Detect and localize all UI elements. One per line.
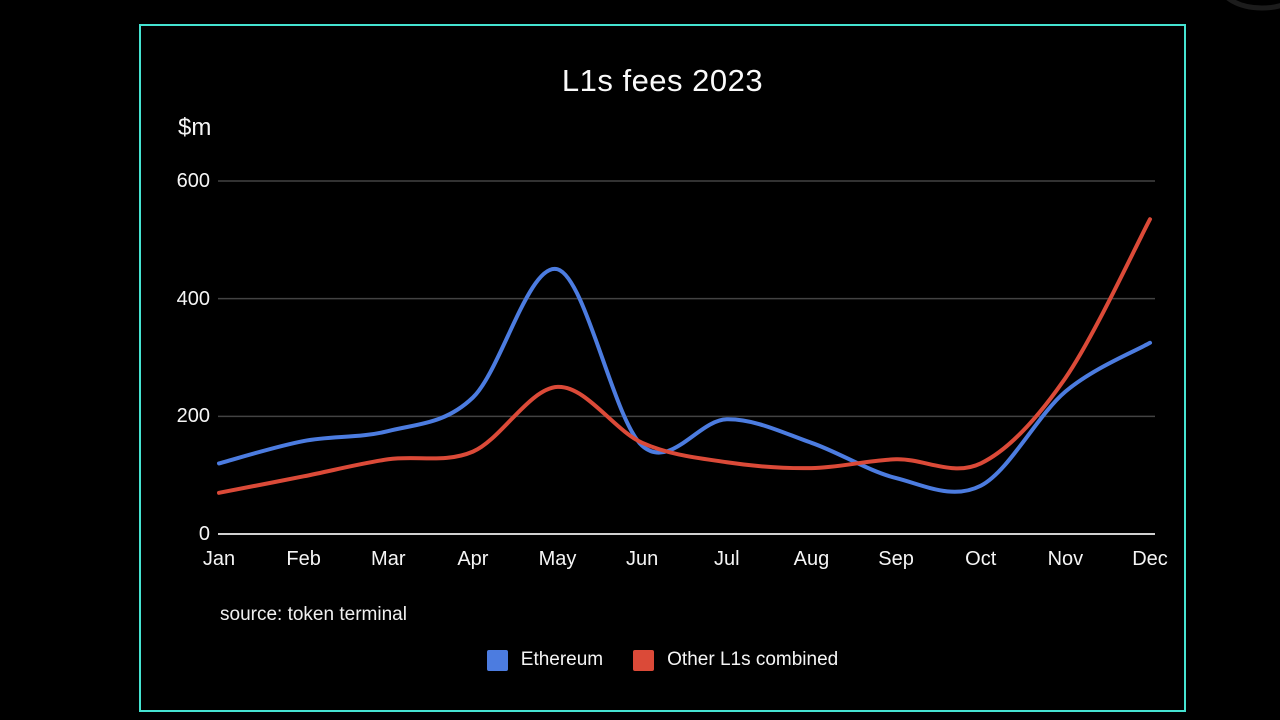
x-axis-tick-label: Dec bbox=[1132, 548, 1168, 570]
series-lines bbox=[217, 217, 1152, 495]
gridlines bbox=[218, 180, 1155, 535]
legend: Ethereum Other L1s combined bbox=[139, 649, 1186, 671]
legend-label-ethereum: Ethereum bbox=[520, 649, 604, 670]
chart-title: L1s fees 2023 bbox=[561, 63, 764, 98]
x-axis-tick-label: May bbox=[538, 548, 577, 570]
x-axis-tick-label: Sep bbox=[878, 548, 914, 570]
legend-swatch-ethereum bbox=[486, 649, 508, 671]
source-caption: source: token terminal bbox=[220, 604, 407, 625]
legend-item-other-l1s: Other L1s combined bbox=[633, 649, 838, 671]
x-axis-tick-label: Oct bbox=[965, 548, 997, 570]
x-axis-tick-label: Nov bbox=[1047, 548, 1084, 570]
legend-label-other-l1s: Other L1s combined bbox=[667, 649, 839, 670]
x-axis-tick-label: Feb bbox=[286, 548, 321, 570]
x-axis-tick-label: Jan bbox=[202, 548, 236, 570]
y-axis-tick-label: 600 bbox=[176, 170, 210, 192]
corner-artifact bbox=[1226, 0, 1280, 11]
y-axis-tick-label: 200 bbox=[176, 405, 210, 428]
series-line-other-l1s-combined bbox=[217, 217, 1152, 495]
x-axis-tick-label: Jul bbox=[714, 548, 740, 570]
chart-frame bbox=[139, 24, 1186, 712]
y-axis-tick-label: 0 bbox=[198, 523, 210, 545]
y-axis-tick-label: 400 bbox=[176, 287, 210, 310]
y-axis-unit-label: $m bbox=[178, 114, 212, 141]
x-axis-tick-label: Aug bbox=[793, 548, 830, 570]
x-axis-tick-label: Apr bbox=[457, 548, 489, 570]
series-line-ethereum bbox=[217, 267, 1152, 494]
legend-item-ethereum: Ethereum bbox=[486, 649, 604, 671]
legend-swatch-other-l1s bbox=[633, 649, 655, 671]
x-axis-tick-label: Jun bbox=[626, 548, 659, 570]
x-axis-tick-label: Mar bbox=[371, 548, 406, 570]
